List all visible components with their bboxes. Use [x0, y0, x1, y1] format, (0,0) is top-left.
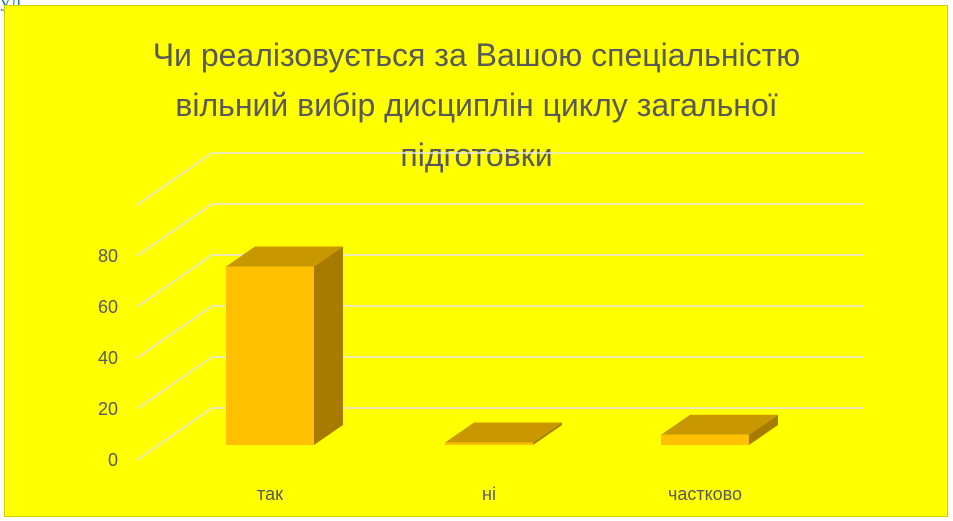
- y-tick-label: 0: [108, 450, 118, 470]
- chart-title-line-2: вільний вибір дисциплін циклу загальної: [175, 87, 778, 123]
- bar-top: [445, 422, 562, 443]
- bar-top: [661, 414, 778, 435]
- x-category-label: так: [257, 484, 283, 504]
- gridline-depth: [136, 203, 213, 257]
- bar-side: [314, 246, 343, 445]
- bar-side: [749, 414, 778, 445]
- y-tick-label: 40: [98, 348, 118, 368]
- bar: [226, 266, 314, 445]
- bar-top: [226, 246, 343, 267]
- chart-title-line-3: підготовки: [400, 137, 553, 173]
- chart-title: Чи реалізовується за Вашою спеціальністю…: [0, 30, 953, 180]
- x-category-label: ні: [482, 484, 496, 504]
- y-tick-label: 60: [98, 297, 118, 317]
- x-category-label: частково: [668, 484, 742, 504]
- y-tick-label: 80: [98, 246, 118, 266]
- bar: [445, 442, 533, 445]
- gridline-depth: [136, 305, 213, 359]
- gridline-depth: [136, 254, 213, 308]
- gridline-depth: [136, 152, 213, 206]
- chart-title-line-1: Чи реалізовується за Вашою спеціальністю: [152, 37, 801, 73]
- bar-side: [533, 422, 562, 445]
- y-tick-label: 20: [98, 399, 118, 419]
- gridline-depth: [136, 407, 213, 461]
- bar: [661, 434, 749, 445]
- gridline-depth: [136, 356, 213, 410]
